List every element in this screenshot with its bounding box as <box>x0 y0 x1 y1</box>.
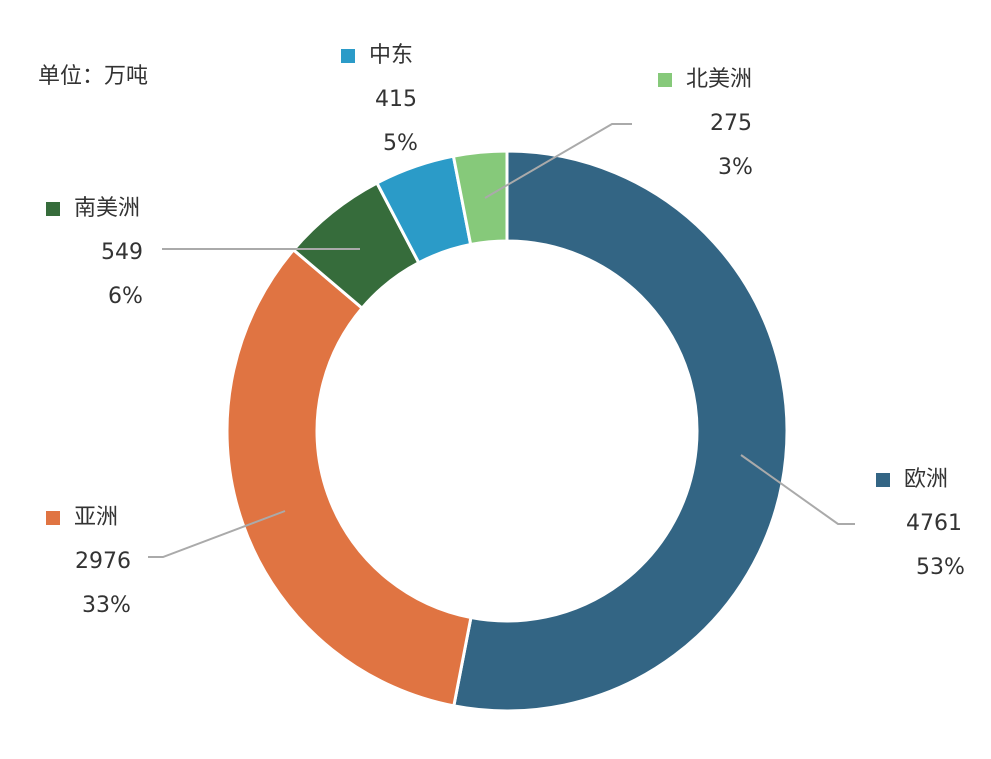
label-middle-east: 中东 415 5% <box>341 43 418 157</box>
label-south-america: 南美洲 549 6% <box>46 196 143 310</box>
slice-asia <box>225 247 473 708</box>
slice-europe <box>452 149 789 713</box>
label-asia: 亚洲 2976 33% <box>46 505 131 619</box>
middle-east-name: 中东 <box>369 43 414 68</box>
asia-legend-swatch <box>46 511 60 525</box>
north-america-value: 275 <box>710 111 752 136</box>
label-north-america: 北美洲 275 3% <box>658 67 753 181</box>
south-america-name: 南美洲 <box>74 196 141 221</box>
leader-line-north-america <box>484 123 632 199</box>
europe-value: 4761 <box>906 511 962 536</box>
asia-percent: 33% <box>82 593 131 618</box>
south-america-legend-swatch <box>46 202 60 216</box>
north-america-percent: 3% <box>718 155 753 180</box>
north-america-name: 北美洲 <box>686 67 753 92</box>
asia-name: 亚洲 <box>74 505 119 530</box>
europe-legend-swatch <box>876 473 890 487</box>
north-america-legend-swatch <box>658 73 672 87</box>
middle-east-percent: 5% <box>383 131 418 156</box>
south-america-percent: 6% <box>108 284 143 309</box>
leader-line-asia <box>148 510 286 558</box>
slice-north-america <box>451 149 509 247</box>
south-america-value: 549 <box>101 240 143 265</box>
unit-label: 单位：万吨 <box>38 64 149 89</box>
europe-name: 欧洲 <box>904 467 949 492</box>
leader-line-europe <box>740 454 855 525</box>
europe-percent: 53% <box>916 555 965 580</box>
asia-value: 2976 <box>75 549 131 574</box>
label-europe: 欧洲 4761 53% <box>876 467 965 581</box>
middle-east-legend-swatch <box>341 49 355 63</box>
middle-east-value: 415 <box>375 87 417 112</box>
